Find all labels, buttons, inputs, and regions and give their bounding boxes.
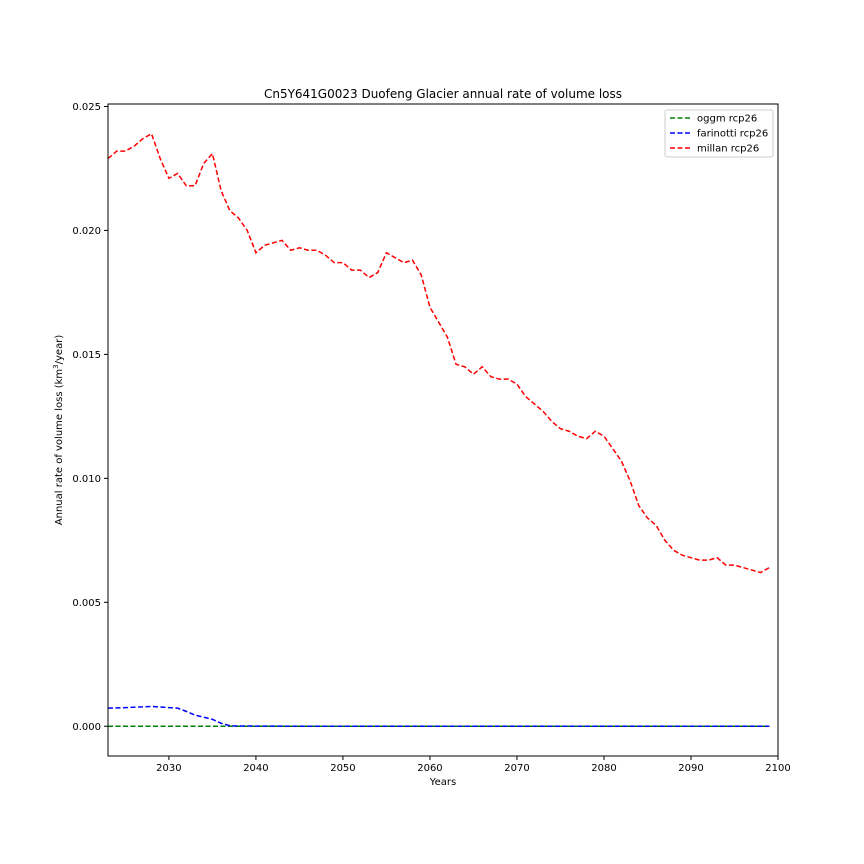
y-axis-ticks: 0.000 0.005 0.010 0.015 0.020 0.025 xyxy=(72,102,108,733)
y-tick-label: 0.005 xyxy=(72,598,101,609)
x-tick-label: 2060 xyxy=(417,763,442,774)
series-line-farinotti xyxy=(107,705,770,727)
x-tick-label: 2040 xyxy=(243,763,268,774)
y-tick-label: 0.010 xyxy=(72,474,101,485)
y-tick-label: 0.025 xyxy=(72,102,101,113)
x-tick-label: 2070 xyxy=(504,763,529,774)
x-axis-ticks: 2030 2040 2050 2060 2070 2080 2090 2100 xyxy=(156,756,791,774)
series-layer xyxy=(107,132,770,727)
chart-title: Cn5Y641G0023 Duofeng Glacier annual rate… xyxy=(264,87,622,101)
y-tick-label: 0.020 xyxy=(72,226,101,237)
y-axis-label-prefix: Annual rate of volume loss (km xyxy=(54,369,65,525)
legend-box xyxy=(664,109,774,158)
legend-label-oggm: oggm rcp26 xyxy=(697,114,757,125)
x-axis-label: Years xyxy=(429,777,456,788)
y-axis-label-sup: 3 xyxy=(52,364,60,368)
x-tick-label: 2090 xyxy=(678,763,703,774)
legend-label-millan: millan rcp26 xyxy=(697,144,759,155)
legend-label-farinotti: farinotti rcp26 xyxy=(697,129,768,140)
y-axis-label-suffix: /year) xyxy=(54,335,65,365)
y-tick-label: 0.000 xyxy=(72,722,101,733)
plot-frame xyxy=(107,103,779,757)
x-tick-label: 2080 xyxy=(591,763,616,774)
legend: oggm rcp26 farinotti rcp26 millan rcp26 xyxy=(664,109,774,158)
y-tick-label: 0.015 xyxy=(72,350,101,361)
series-line-millan xyxy=(107,132,770,574)
plot-area-background xyxy=(108,104,778,756)
y-axis-label: Annual rate of volume loss (km3/year) xyxy=(52,335,65,526)
x-tick-label: 2030 xyxy=(156,763,181,774)
x-tick-label: 2050 xyxy=(330,763,355,774)
x-tick-label: 2100 xyxy=(765,763,790,774)
